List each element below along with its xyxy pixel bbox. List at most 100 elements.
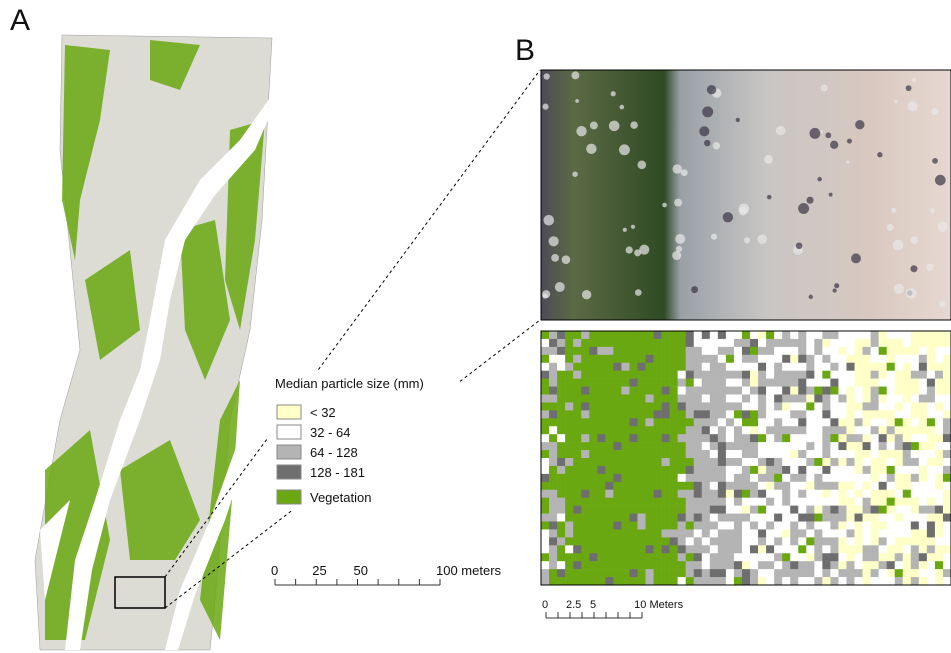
grid-cell (806, 371, 814, 379)
photo-speckle (757, 235, 767, 245)
grid-cell (790, 339, 798, 347)
grid-cell (646, 490, 654, 498)
grid-cell (790, 395, 798, 403)
grid-cell (734, 331, 742, 339)
grid-cell (573, 434, 581, 442)
grid-cell (830, 379, 838, 387)
grid-cell (565, 466, 573, 474)
grid-cell (935, 339, 943, 347)
photo-speckle (893, 240, 904, 251)
grid-cell (846, 379, 854, 387)
grid-cell (621, 569, 629, 577)
grid-cell (887, 355, 895, 363)
grid-cell (710, 506, 718, 514)
grid-cell (911, 466, 919, 474)
grid-cell (750, 514, 758, 522)
grid-cell (654, 363, 662, 371)
grid-cell (662, 561, 670, 569)
grid-cell (782, 514, 790, 522)
grid-cell (782, 537, 790, 545)
grid-cell (702, 553, 710, 561)
grid-cell (927, 355, 935, 363)
grid-cell (613, 537, 621, 545)
grid-cell (855, 347, 863, 355)
grid-cell (790, 402, 798, 410)
grid-cell (806, 363, 814, 371)
grid-cell (822, 402, 830, 410)
grid-cell (710, 402, 718, 410)
grid-cell (678, 522, 686, 530)
grid-cell (557, 402, 565, 410)
grid-cell (605, 529, 613, 537)
grid-cell (927, 418, 935, 426)
grid-cell (838, 355, 846, 363)
grid-cell (830, 387, 838, 395)
grid-cell (694, 577, 702, 585)
grid-cell (694, 506, 702, 514)
grid-cell (686, 339, 694, 347)
grid-cell (670, 522, 678, 530)
grid-cell (710, 331, 718, 339)
grid-cell (662, 402, 670, 410)
grid-cell (541, 387, 549, 395)
grid-cell (895, 355, 903, 363)
grid-cell (935, 355, 943, 363)
grid-cell (846, 347, 854, 355)
grid-cell (927, 498, 935, 506)
grid-cell (678, 514, 686, 522)
grid-cell (654, 418, 662, 426)
grid-cell (822, 561, 830, 569)
grid-cell (871, 482, 879, 490)
grid-cell (557, 522, 565, 530)
grid-cell (621, 331, 629, 339)
grid-cell (943, 371, 951, 379)
grid-cell (637, 410, 645, 418)
grid-cell (557, 537, 565, 545)
grid-cell (750, 363, 758, 371)
grid-cell (911, 402, 919, 410)
grid-cell (541, 577, 549, 585)
grid-cell (790, 553, 798, 561)
grid-cell (541, 418, 549, 426)
grid-cell (830, 498, 838, 506)
grid-cell (605, 482, 613, 490)
grid-cell (678, 434, 686, 442)
grid-cell (943, 418, 951, 426)
grid-cell (718, 522, 726, 530)
grid-cell (654, 522, 662, 530)
grid-cell (613, 363, 621, 371)
grid-cell (911, 331, 919, 339)
grid-cell (766, 387, 774, 395)
grid-cell (830, 402, 838, 410)
grid-cell (806, 450, 814, 458)
grid-cell (774, 442, 782, 450)
grid-cell (903, 371, 911, 379)
grid-cell (911, 410, 919, 418)
grid-cell (629, 402, 637, 410)
grid-cell (605, 363, 613, 371)
grid-cell (919, 410, 927, 418)
grid-cell (702, 450, 710, 458)
grid-cell (557, 410, 565, 418)
grid-cell (541, 506, 549, 514)
grid-cell (814, 514, 822, 522)
grid-cell (565, 347, 573, 355)
grid-cell (846, 529, 854, 537)
grid-cell (686, 434, 694, 442)
grid-cell (814, 498, 822, 506)
grid-cell (863, 506, 871, 514)
photo-speckle (821, 85, 828, 92)
grid-cell (782, 529, 790, 537)
grid-cell (911, 545, 919, 553)
grid-cell (726, 347, 734, 355)
grid-cell (742, 537, 750, 545)
grid-cell (895, 339, 903, 347)
grid-cell (662, 426, 670, 434)
grid-cell (734, 553, 742, 561)
photo-speckle (675, 234, 685, 244)
grid-cell (830, 363, 838, 371)
grid-cell (774, 363, 782, 371)
grid-cell (903, 355, 911, 363)
grid-cell (871, 410, 879, 418)
grid-cell (662, 331, 670, 339)
